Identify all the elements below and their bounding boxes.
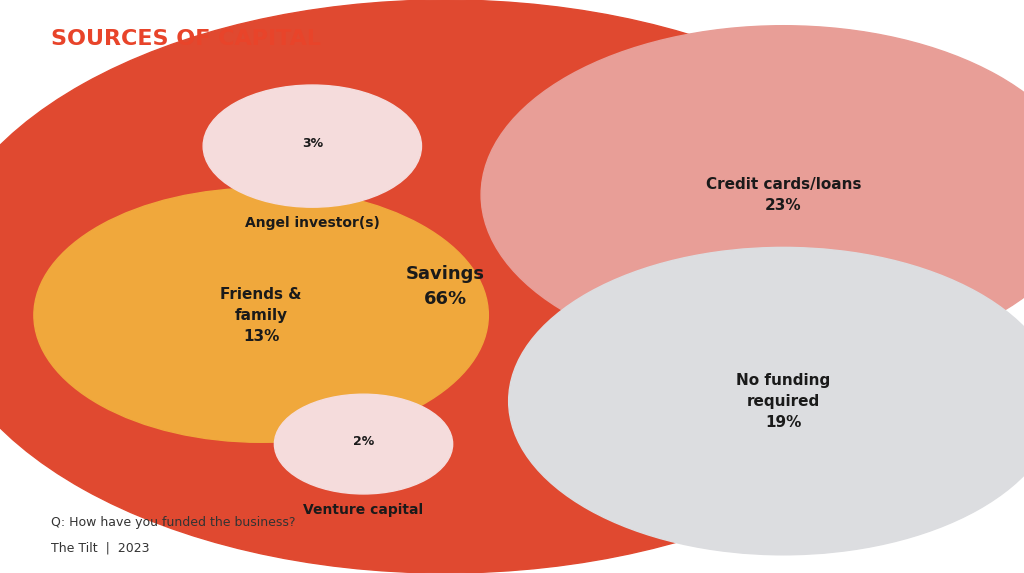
Text: Q: How have you funded the business?: Q: How have you funded the business? [51,516,296,529]
Text: No funding
required
19%: No funding required 19% [736,372,830,430]
Text: Credit cards/loans
23%: Credit cards/loans 23% [706,177,861,213]
Text: 3%: 3% [302,136,323,150]
Text: Angel investor(s): Angel investor(s) [245,216,380,230]
Text: Venture capital: Venture capital [303,503,424,516]
Text: Friends &
family
13%: Friends & family 13% [220,286,302,344]
Text: SOURCES OF CAPITAL: SOURCES OF CAPITAL [51,29,322,49]
Circle shape [34,188,488,442]
Circle shape [274,394,453,494]
Circle shape [203,85,422,207]
Circle shape [0,0,957,573]
Circle shape [509,248,1024,555]
Text: 2%: 2% [353,435,374,448]
Text: The Tilt  |  2023: The Tilt | 2023 [51,541,150,555]
Text: Savings
66%: Savings 66% [406,265,485,308]
Circle shape [481,26,1024,364]
